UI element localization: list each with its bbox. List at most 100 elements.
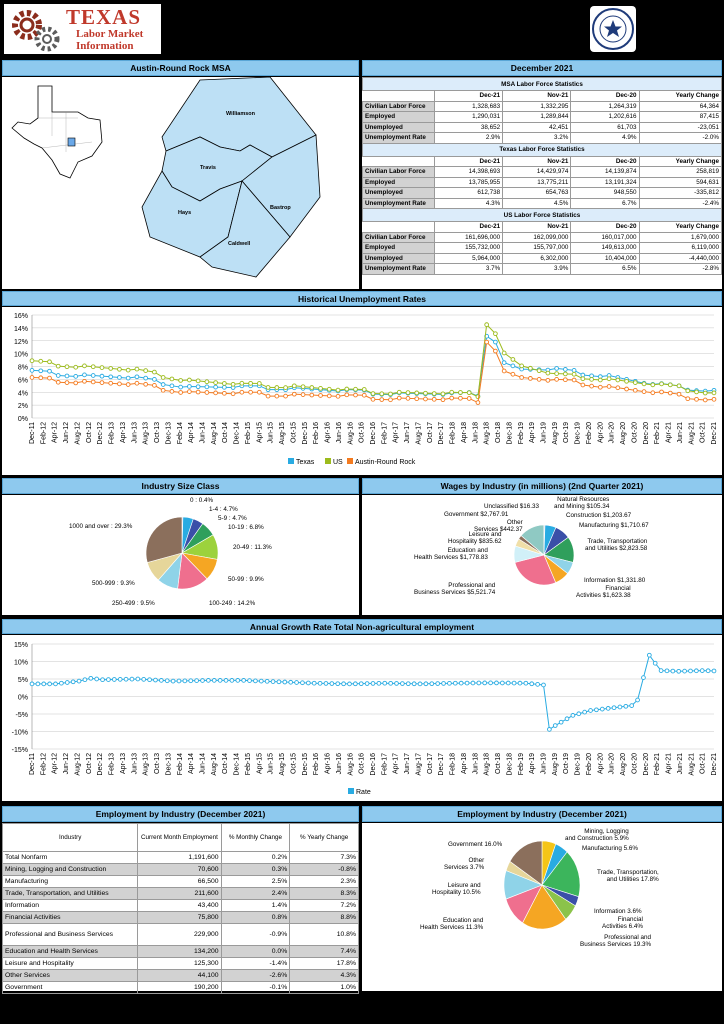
x-tick-label: Oct-18 (495, 753, 502, 774)
data-point (629, 703, 635, 708)
twc-seal-icon (592, 8, 634, 50)
msa-header-2: Dec-20 (570, 90, 640, 102)
msa-stats-row: Civilian Labor Force 1,328,683 1,332,295 1,… (362, 100, 723, 112)
table-row: Mining, Logging and Construction 70,600 0.… (1, 863, 359, 876)
y-tick-label: 0% (18, 416, 28, 423)
x-tick-label: Apr-20 (597, 753, 604, 774)
data-point (29, 681, 35, 687)
x-tick-label: Dec-19 (575, 753, 582, 776)
x-tick-label: Oct-21 (700, 753, 707, 774)
x-tick-label: Dec-17 (438, 422, 445, 445)
data-point (176, 678, 182, 684)
msa-stats-row: Unemployment Rate 2.9% 3.2% 4.9% -2.0% (362, 132, 723, 144)
county-caldwell (199, 180, 291, 278)
x-tick-label: Feb-17 (381, 753, 388, 775)
emp-value-cell: 7.2% (289, 899, 359, 912)
data-point (676, 383, 682, 389)
gear-logo-icon (12, 10, 60, 52)
msa-cell: 1,290,031 (433, 111, 504, 123)
data-point (423, 390, 428, 396)
pie-slice (514, 554, 557, 586)
data-point (187, 384, 192, 389)
x-tick-label: Apr-21 (666, 422, 673, 443)
data-point (423, 396, 428, 402)
emp-table-header-2: % Monthly Change (220, 823, 291, 852)
data-point (211, 678, 217, 683)
tx-stats-row: Unemployed 612,738 654,763 948,550 -335,812 (362, 187, 723, 199)
table-row: Financial Activities 75,800 0.8% 8.8% (1, 911, 359, 924)
data-point (685, 388, 691, 394)
x-tick-label: Jun-14 (200, 422, 207, 444)
legend-swatch (347, 458, 353, 464)
emp-label-other: Other Services 3.7% (444, 857, 485, 871)
data-point (641, 381, 647, 387)
x-tick-label: Apr-21 (666, 753, 673, 774)
data-point (47, 375, 52, 381)
data-point (563, 377, 568, 383)
data-point (76, 678, 82, 684)
table-row: Leisure and Hospitality 125,300 -1.4% 17.8% (1, 957, 359, 970)
data-point (29, 358, 35, 364)
x-tick-label: Dec-21 (711, 422, 718, 445)
logo-information: Information (76, 40, 134, 52)
emp-label-manufacturing: Manufacturing 5.6% (582, 845, 639, 852)
tx-cell: 13,191,324 (570, 176, 640, 188)
x-tick-label: Oct-17 (427, 753, 434, 774)
emp-value-cell: 8.3% (289, 887, 359, 900)
wage-label-natural: Natural Resources and Mining $105.34 (554, 496, 610, 510)
emp-value-cell: 0.8% (220, 911, 291, 924)
data-point (178, 390, 183, 395)
data-point (494, 680, 499, 686)
msa-cell: -23,051 (638, 121, 723, 133)
emp-value-cell: 211,600 (137, 887, 222, 900)
x-tick-label: Aug-19 (552, 422, 559, 445)
data-point (505, 680, 511, 686)
data-point (253, 678, 258, 684)
data-point (170, 678, 176, 684)
data-point (309, 385, 315, 390)
emp-industry-cell: Financial Activities (1, 911, 139, 924)
x-tick-label: Dec-20 (643, 422, 650, 445)
data-point (135, 676, 141, 682)
msa-row-label: Employed (362, 111, 435, 123)
data-point (376, 680, 382, 686)
data-point (283, 393, 288, 399)
data-point (571, 371, 577, 377)
msa-cell: 38,652 (433, 121, 504, 133)
data-point (55, 363, 61, 369)
msa-row-label: Unemployment Rate (362, 132, 435, 144)
x-tick-label: Dec-13 (165, 753, 172, 776)
data-point (431, 396, 437, 402)
data-point (711, 390, 717, 396)
data-point (160, 382, 166, 387)
x-tick-label: Oct-12 (86, 753, 93, 774)
data-point (248, 389, 253, 395)
data-point (435, 681, 441, 686)
wage-label-manufacturing: Manufacturing $1,710.67 (579, 522, 649, 529)
data-point (305, 680, 311, 686)
growth-chart: -15% -10% -5% 0% 5% 10% 15% Dec-11 Feb-12 Apr-12 J… (12, 642, 718, 796)
data-point (528, 376, 533, 381)
data-point (265, 385, 271, 390)
data-point (309, 392, 315, 398)
tx-cell: 612,738 (433, 187, 504, 199)
data-point (580, 376, 586, 382)
tx-row-label: Unemployed (362, 187, 435, 199)
data-point (493, 348, 498, 354)
emp-value-cell: 2.5% (220, 875, 291, 888)
msa-header-3: Yearly Change (638, 90, 723, 102)
x-tick-label: Feb-17 (381, 422, 388, 444)
data-point (423, 681, 429, 687)
data-point (499, 680, 505, 686)
data-point (361, 387, 367, 392)
data-point (370, 391, 376, 396)
data-point (311, 680, 317, 686)
size-pie (145, 516, 219, 590)
x-tick-label: Aug-21 (688, 422, 695, 445)
data-point (635, 697, 640, 703)
data-point (283, 385, 288, 390)
x-tick-label: Feb-12 (40, 753, 47, 775)
x-tick-label: Aug-20 (620, 753, 627, 776)
emp-value-cell: -0.8% (289, 863, 359, 876)
table-row: Government 190,200 -0.1% 1.0% (1, 981, 359, 994)
